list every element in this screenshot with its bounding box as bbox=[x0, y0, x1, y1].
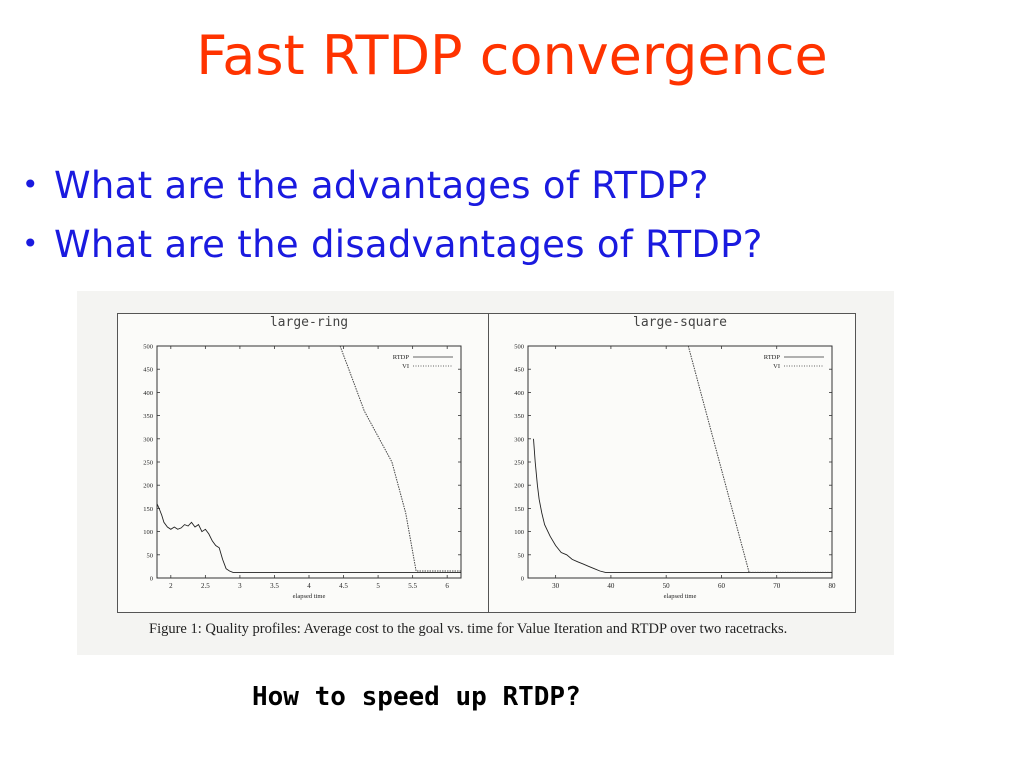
bottom-question: How to speed up RTDP? bbox=[252, 682, 581, 712]
bullet-item: • What are the disadvantages of RTDP? bbox=[22, 215, 763, 274]
legend-label: VI bbox=[402, 363, 409, 370]
legend-label: VI bbox=[773, 363, 780, 370]
series-line-rtdp bbox=[533, 438, 832, 573]
series-line-vi bbox=[687, 345, 832, 573]
y-tick-label: 100 bbox=[143, 529, 153, 536]
x-tick-label: 80 bbox=[829, 582, 837, 590]
x-axis-label: elapsed time bbox=[664, 593, 697, 600]
x-tick-label: 5 bbox=[376, 582, 380, 590]
x-tick-label: 6 bbox=[445, 582, 449, 590]
y-tick-label: 150 bbox=[514, 506, 524, 513]
y-tick-label: 300 bbox=[143, 436, 153, 443]
plot-area-border bbox=[156, 345, 462, 579]
x-tick-label: 4 bbox=[307, 582, 311, 590]
legend-label: RTDP bbox=[764, 354, 781, 361]
bullet-dot-icon: • bbox=[22, 168, 39, 201]
y-tick-label: 350 bbox=[514, 413, 524, 420]
y-tick-label: 200 bbox=[514, 483, 524, 490]
y-tick-label: 400 bbox=[143, 390, 153, 397]
figure-panel: large-ring 0 50 100 150 200 250 300 350 400 450 500… bbox=[77, 291, 894, 655]
y-tick-label: 100 bbox=[514, 529, 524, 536]
slide-title: Fast RTDP convergence bbox=[196, 24, 828, 87]
y-tick-label: 0 bbox=[521, 576, 524, 583]
figure-frame: large-ring 0 50 100 150 200 250 300 350 400 450 500… bbox=[117, 313, 856, 613]
x-tick-label: 2.5 bbox=[201, 582, 210, 590]
x-tick-label: 40 bbox=[607, 582, 615, 590]
chart-large-square: large-square 0 50 100 150 200 250 300 350 400 450 5… bbox=[514, 315, 837, 600]
y-tick-label: 150 bbox=[143, 506, 153, 513]
bullet-text: What are the advantages of RTDP? bbox=[54, 164, 709, 207]
bullet-text: What are the disadvantages of RTDP? bbox=[54, 223, 763, 266]
y-tick-label: 450 bbox=[514, 367, 524, 374]
series-line-vi bbox=[339, 345, 461, 572]
x-tick-label: 50 bbox=[663, 582, 671, 590]
y-tick-label: 50 bbox=[518, 552, 525, 559]
x-tick-label: 2 bbox=[169, 582, 173, 590]
legend-label: RTDP bbox=[393, 354, 410, 361]
y-tick-label: 400 bbox=[514, 390, 524, 397]
x-tick-label: 3 bbox=[238, 582, 242, 590]
bullet-list: • What are the advantages of RTDP? • What … bbox=[22, 156, 763, 274]
x-tick-label: 30 bbox=[552, 582, 560, 590]
x-tick-label: 4.5 bbox=[339, 582, 348, 590]
y-tick-label: 350 bbox=[143, 413, 153, 420]
bullet-item: • What are the advantages of RTDP? bbox=[22, 156, 763, 215]
y-tick-label: 300 bbox=[514, 436, 524, 443]
y-tick-label: 250 bbox=[143, 460, 153, 467]
x-tick-label: 5.5 bbox=[408, 582, 417, 590]
y-tick-label: 500 bbox=[143, 344, 153, 351]
y-tick-label: 500 bbox=[514, 344, 524, 351]
series-line-rtdp bbox=[156, 503, 461, 573]
y-tick-label: 0 bbox=[150, 576, 153, 583]
y-tick-label: 250 bbox=[514, 460, 524, 467]
x-tick-label: 60 bbox=[718, 582, 726, 590]
x-tick-label: 3.5 bbox=[270, 582, 279, 590]
bullet-dot-icon: • bbox=[22, 227, 39, 260]
x-axis-label: elapsed time bbox=[293, 593, 326, 600]
chart-title: large-square bbox=[633, 315, 727, 330]
y-tick-label: 50 bbox=[147, 552, 154, 559]
chart-title: large-ring bbox=[270, 315, 348, 330]
chart-divider bbox=[488, 314, 489, 612]
y-tick-label: 200 bbox=[143, 483, 153, 490]
y-tick-label: 450 bbox=[143, 367, 153, 374]
plot-area-border bbox=[527, 345, 833, 579]
x-tick-label: 70 bbox=[773, 582, 781, 590]
figure-caption: Figure 1: Quality profiles: Average cost… bbox=[149, 621, 788, 637]
chart-large-ring: large-ring 0 50 100 150 200 250 300 350 400 450 500… bbox=[143, 315, 462, 600]
